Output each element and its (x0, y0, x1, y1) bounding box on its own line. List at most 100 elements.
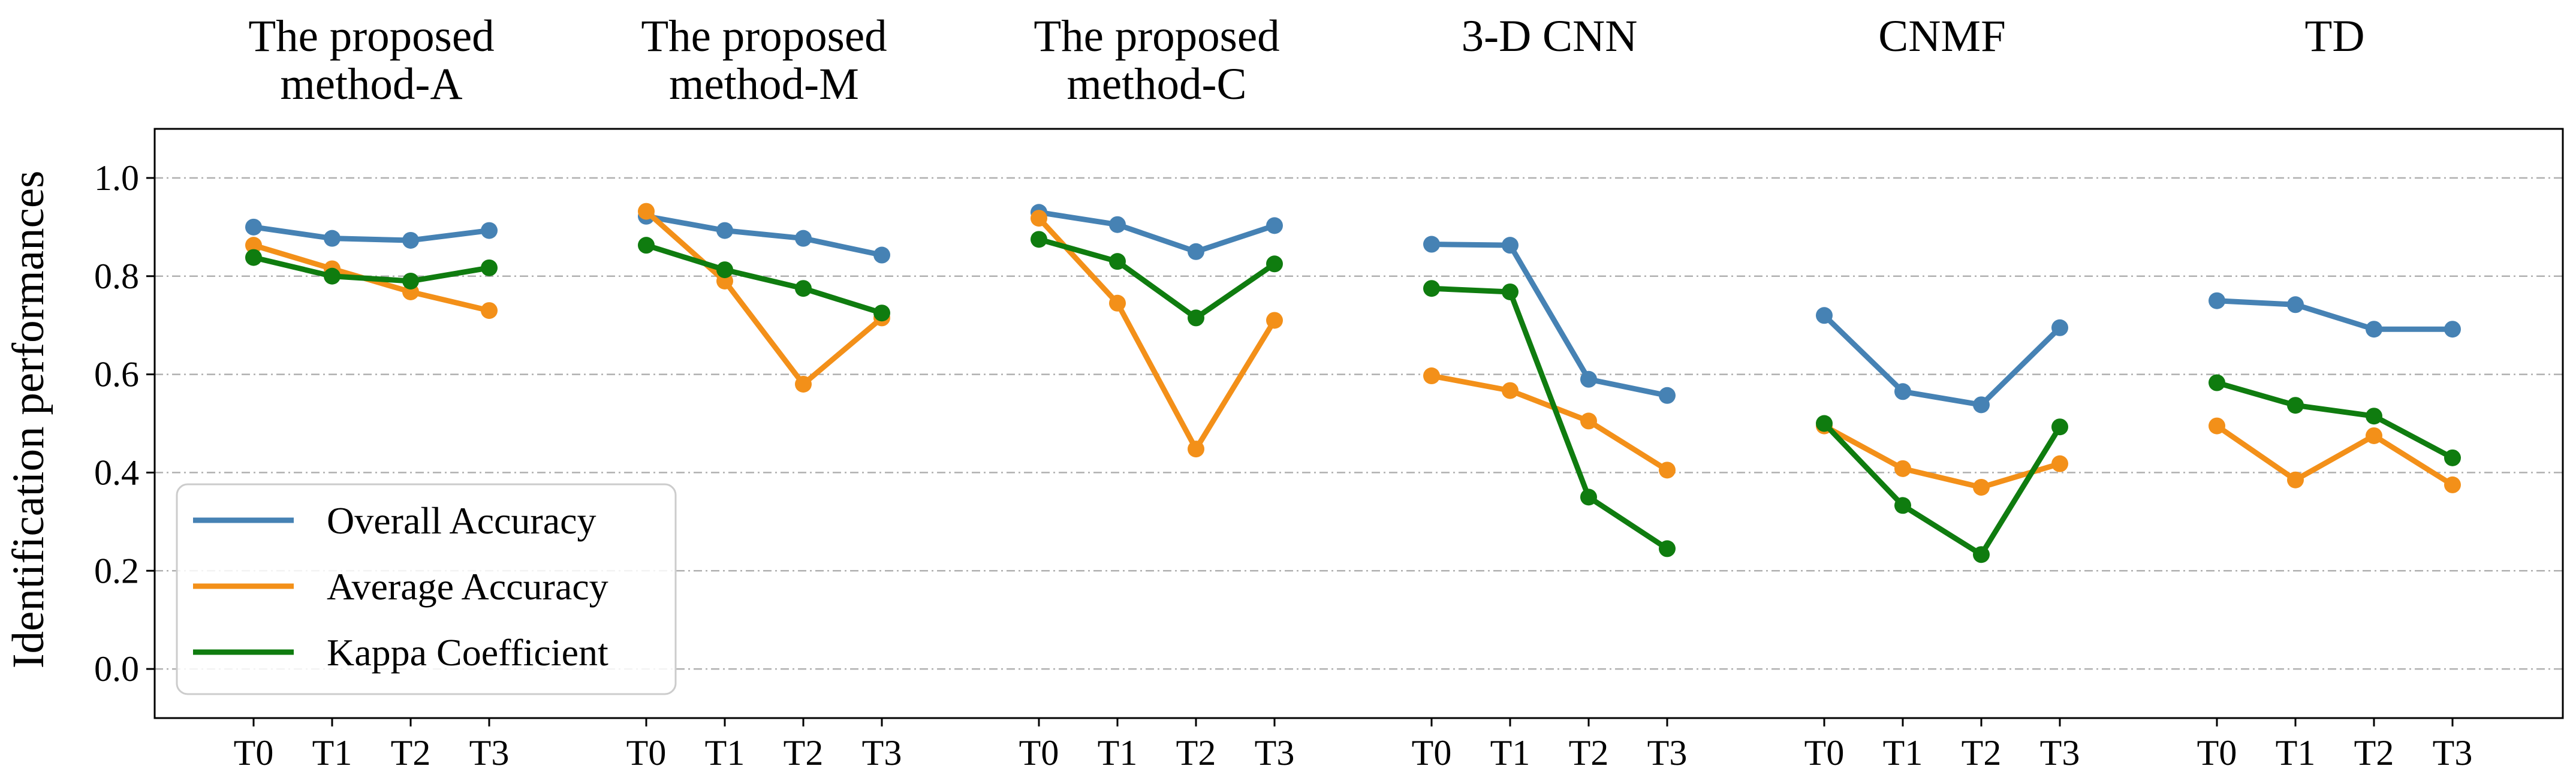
group-title: TD (2305, 11, 2365, 61)
data-point-kappa-coefficient (1659, 540, 1676, 557)
x-tick-label: T1 (1490, 733, 1530, 773)
data-point-overall-accuracy (2209, 292, 2225, 309)
x-tick-label: T0 (234, 733, 274, 773)
data-point-kappa-coefficient (638, 237, 655, 254)
data-point-overall-accuracy (1423, 236, 1440, 253)
data-point-overall-accuracy (402, 231, 419, 249)
x-tick-label: T1 (2276, 733, 2316, 773)
data-point-overall-accuracy (1580, 370, 1597, 388)
data-point-overall-accuracy (1894, 383, 1911, 400)
data-point-kappa-coefficient (1188, 309, 1204, 327)
legend: Overall Accuracy Average Accuracy Kappa … (176, 483, 677, 695)
data-point-average-accuracy (1502, 382, 1519, 399)
data-point-kappa-coefficient (1894, 497, 1911, 514)
data-point-average-accuracy (1580, 412, 1597, 430)
data-point-overall-accuracy (481, 222, 498, 239)
data-point-average-accuracy (638, 203, 655, 220)
series-line-overall-accuracy (643, 213, 885, 258)
data-point-overall-accuracy (2444, 321, 2461, 338)
data-point-overall-accuracy (1973, 396, 1990, 414)
x-tick-label: T0 (626, 733, 667, 773)
data-point-kappa-coefficient (2209, 374, 2225, 391)
data-point-kappa-coefficient (2287, 397, 2304, 414)
series-line-kappa-coefficient (2214, 380, 2456, 461)
x-axis: T0 T1 T2 T3 T0 T1 T2 T3 T0 T1 T2 T3 T0 T1 T2 T3 T0 T1 T2 T3… (234, 718, 2473, 773)
data-point-average-accuracy (1188, 441, 1204, 458)
data-point-average-accuracy (481, 302, 498, 319)
data-point-kappa-coefficient (1266, 255, 1283, 273)
y-axis-title: Identification performances (4, 171, 53, 669)
data-point-overall-accuracy (795, 230, 812, 247)
series-line-average-accuracy (1821, 423, 2063, 490)
data-point-kappa-coefficient (402, 272, 419, 290)
y-tick-label: 0.6 (94, 355, 139, 394)
group-title: 3-D CNN (1462, 11, 1638, 61)
data-point-average-accuracy (245, 237, 262, 254)
data-point-overall-accuracy (2051, 319, 2068, 336)
data-point-kappa-coefficient (1580, 488, 1597, 506)
series-line-kappa-coefficient (1821, 421, 2063, 557)
data-point-overall-accuracy (1659, 387, 1676, 404)
data-point-average-accuracy (2209, 417, 2225, 435)
y-tick-label: 1.0 (94, 158, 139, 198)
plot-frame (153, 128, 2564, 719)
data-point-kappa-coefficient (873, 304, 890, 322)
x-tick-label: T3 (2433, 733, 2473, 773)
x-tick-label: T3 (1647, 733, 1688, 773)
series-line-kappa-coefficient (643, 242, 885, 316)
legend-label-average-accuracy: Average Accuracy (327, 565, 608, 608)
data-point-overall-accuracy (873, 246, 890, 264)
data-point-overall-accuracy (2287, 296, 2304, 313)
data-point-overall-accuracy (1188, 243, 1204, 260)
legend-label-overall-accuracy: Overall Accuracy (327, 499, 596, 542)
data-point-average-accuracy (795, 375, 812, 393)
data-point-kappa-coefficient (1973, 546, 1990, 563)
data-point-overall-accuracy (1266, 217, 1283, 234)
series-line-overall-accuracy (1429, 242, 1670, 399)
data-point-overall-accuracy (1109, 216, 1126, 233)
series-line-average-accuracy (1429, 373, 1670, 473)
data-point-average-accuracy (1031, 210, 1047, 227)
x-tick-label: T2 (1962, 733, 2002, 773)
series-line-average-accuracy (1036, 215, 1278, 452)
series-line-kappa-coefficient (251, 255, 492, 284)
y-tick-label: 0.8 (94, 257, 139, 296)
data-point-overall-accuracy (324, 230, 341, 247)
data-point-kappa-coefficient (1031, 231, 1047, 248)
data-point-average-accuracy (1266, 312, 1283, 329)
group-title: The proposed (641, 11, 887, 61)
data-point-average-accuracy (1423, 367, 1440, 385)
series-line-overall-accuracy (1821, 312, 2063, 408)
data-point-kappa-coefficient (1109, 253, 1126, 270)
x-tick-label: T3 (2040, 733, 2080, 773)
data-point-kappa-coefficient (795, 280, 812, 297)
data-point-average-accuracy (2444, 476, 2461, 493)
data-point-kappa-coefficient (324, 267, 341, 285)
legend-box (176, 483, 677, 695)
x-tick-label: T2 (391, 733, 431, 773)
data-point-kappa-coefficient (2444, 449, 2461, 466)
data-point-overall-accuracy (716, 222, 733, 239)
x-tick-label: T2 (2354, 733, 2394, 773)
data-point-overall-accuracy (1816, 307, 1833, 324)
data-point-kappa-coefficient (481, 259, 498, 276)
x-tick-label: T1 (1883, 733, 1923, 773)
y-tick-label: 0.0 (94, 649, 139, 689)
x-tick-label: T1 (312, 733, 352, 773)
x-tick-label: T0 (1019, 733, 1059, 773)
data-point-kappa-coefficient (245, 249, 262, 266)
data-point-average-accuracy (2051, 455, 2068, 472)
group-title: method-M (669, 59, 859, 109)
data-point-kappa-coefficient (716, 261, 733, 279)
series-line-kappa-coefficient (1036, 236, 1278, 321)
data-point-average-accuracy (1109, 294, 1126, 312)
data-point-average-accuracy (1973, 478, 1990, 496)
data-point-kappa-coefficient (1423, 280, 1440, 297)
legend-label-kappa-coefficient: Kappa Coefficient (327, 631, 608, 674)
data-point-kappa-coefficient (2051, 418, 2068, 436)
x-tick-label: T1 (1098, 733, 1138, 773)
data-point-average-accuracy (1894, 460, 1911, 477)
group-title: The proposed (1034, 11, 1279, 61)
